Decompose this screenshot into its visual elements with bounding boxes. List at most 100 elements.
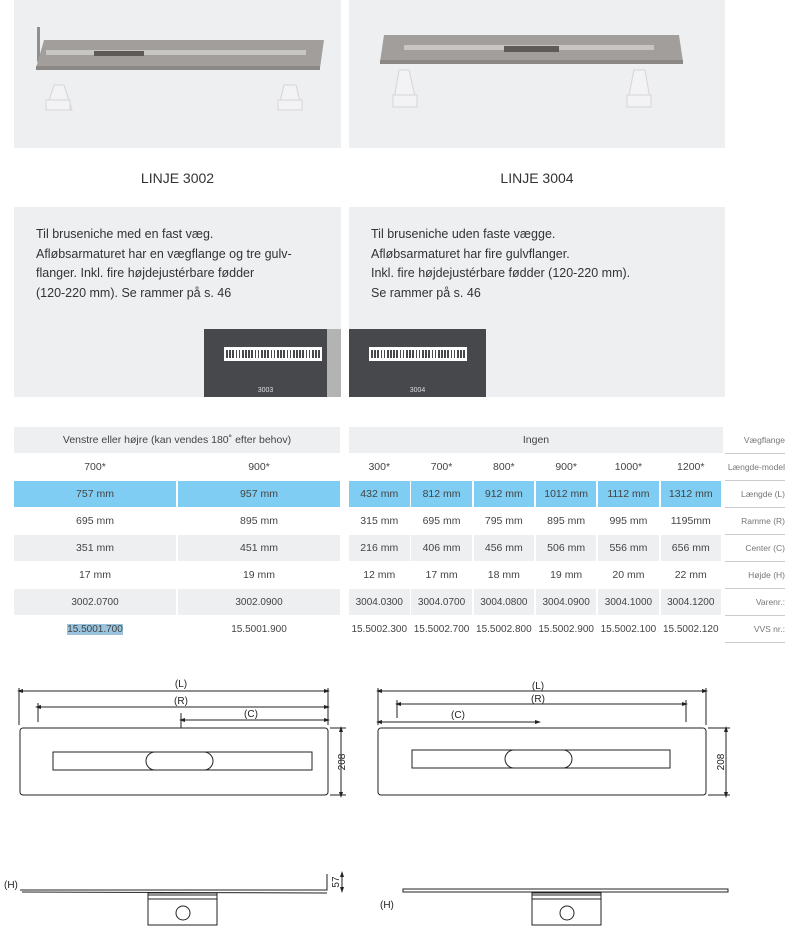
table-cell-L: 912 mm [473, 481, 535, 507]
table-cell-vvs: 15.5001.700 [14, 616, 176, 642]
table-cell-R: 795 mm [484, 515, 523, 527]
row-label: Vægflange [725, 427, 785, 454]
table-cell-varenr: 3004.0900 [535, 589, 597, 615]
drawing-3002-side: (H) 57 [4, 871, 344, 926]
table-cell-varenr: 3004.0800 [473, 589, 535, 615]
table-cell-C: 216 mm [349, 535, 410, 561]
row-label: Varenr.: [725, 589, 785, 616]
row-label: VVS nr.: [725, 616, 785, 643]
dim-label-L: (L) [175, 679, 187, 690]
table-cell-vvs: 15.5001.900 [231, 623, 287, 635]
table-cell-L: 812 mm [411, 481, 472, 507]
description-line: Inkl. fire højdejustérbare fødder (120-2… [371, 266, 631, 280]
table-cell-model: 1000* [614, 461, 643, 473]
table-cell-vvs: 15.5002.120 [662, 623, 719, 635]
drain-3002-illustration [36, 27, 324, 111]
table-cell-H: 12 mm [363, 569, 396, 581]
row-label: Ramme (R) [725, 508, 785, 535]
drawing-3004-side: (H) [380, 888, 729, 926]
row-label: Længde-model [725, 454, 785, 481]
flange-header: Venstre eller højre (kan vendes 180˚ eft… [14, 427, 340, 453]
table-cell-L: 1112 mm [598, 481, 659, 507]
table-cell-vvs: 15.5002.300 [351, 623, 408, 635]
table-cell-L: 1012 mm [535, 481, 597, 507]
dim-label-C: (C) [244, 709, 258, 720]
product-photo-3002 [14, 0, 341, 148]
table-cell-model: 700* [430, 461, 453, 473]
frame-code: 3003 [257, 387, 274, 394]
table-cell-C: 451 mm [178, 535, 340, 561]
table-cell-C: 506 mm [535, 535, 597, 561]
table-cell-H: 22 mm [674, 569, 707, 581]
table-cell-H: 17 mm [78, 569, 112, 581]
description-line: Til bruseniche uden faste vægge. [371, 227, 556, 241]
frame-code: 3004 [409, 387, 426, 394]
table-cell-vvs: 15.5002.100 [600, 623, 657, 635]
table-cell-model: 900* [555, 461, 577, 473]
technical-drawings: (L) (R) (C) 208 (H) 57 (L) (R) (C) 208 (H) [4, 679, 730, 926]
table-cell-R: 315 mm [360, 515, 399, 527]
flange-header: Ingen [349, 427, 723, 453]
table-cell-H: 20 mm [612, 569, 645, 581]
table-cell-C: 351 mm [14, 535, 176, 561]
product-title: LINJE 3002 [140, 170, 215, 186]
table-cell-model: 800* [493, 461, 515, 473]
drawing-3002-top: (L) (R) (C) 208 [17, 679, 348, 798]
row-label: Længde (L) [725, 481, 785, 508]
table-cell-H: 17 mm [425, 569, 458, 581]
row-label: Center (C) [725, 535, 785, 562]
table-cell-R: 895 mm [547, 515, 586, 527]
table-cell-C: 556 mm [598, 535, 659, 561]
dim-label-width: 208 [337, 753, 348, 770]
table-cell-model: 1200* [677, 461, 705, 473]
table-cell-model: 300* [368, 461, 391, 473]
table-cell-R: 995 mm [609, 515, 648, 527]
table-cell-vvs: 15.5002.900 [538, 623, 594, 635]
table-cell-R: 695 mm [76, 515, 114, 527]
table-cell-C: 406 mm [411, 535, 472, 561]
table-cell-L: 957 mm [178, 481, 340, 507]
table-cell-vvs: 15.5002.800 [476, 623, 532, 635]
description-line: Til bruseniche med en fast væg. [36, 227, 214, 241]
description-line: (120-220 mm). Se rammer på s. 46 [36, 285, 232, 300]
table-cell-varenr: 3004.1200 [660, 589, 721, 615]
table-cell-model: 900* [248, 461, 270, 473]
table-cell-L: 757 mm [14, 481, 176, 507]
table-cell-C: 456 mm [473, 535, 535, 561]
drawing-3004-top: (L) (R) (C) 208 [376, 681, 730, 798]
description-line: Afløbsarmaturet har fire gulvflanger. [371, 246, 570, 261]
dim-label-flange: 57 [331, 876, 342, 888]
table-cell-varenr: 3002.0900 [178, 589, 340, 615]
table-cell-varenr: 3004.0300 [349, 589, 410, 615]
product-title: LINJE 3004 [500, 170, 574, 186]
description-line: Se rammer på s. 46 [371, 285, 481, 300]
table-cell-R: 895 mm [240, 515, 278, 527]
dim-label-R: (R) [174, 696, 188, 707]
table-cell-varenr: 3004.0700 [411, 589, 472, 615]
table-cell-L: 1312 mm [660, 481, 721, 507]
table-cell-varenr: 3002.0700 [14, 589, 176, 615]
grille-icon [369, 347, 467, 361]
table-cell-H: 19 mm [242, 569, 276, 581]
table-cell-R: 1195mm [670, 515, 711, 527]
table-cell-model: 700* [84, 461, 106, 473]
frame-swatch-3004: 3004 [349, 329, 486, 397]
dim-label-C: (C) [451, 710, 465, 721]
table-cell-H: 19 mm [550, 569, 583, 581]
dim-label-width: 208 [716, 753, 727, 770]
dim-label-R: (R) [531, 694, 545, 705]
drain-3004-illustration [380, 35, 683, 108]
dim-label-L: (L) [532, 681, 544, 692]
description-line: Afløbsarmaturet har en vægflange og tre … [36, 246, 292, 261]
grille-icon [224, 347, 322, 361]
table-cell-C: 656 mm [660, 535, 721, 561]
frame-edge [327, 329, 341, 397]
highlighted-text: 15.5001.700 [67, 623, 123, 635]
dim-label-H: (H) [380, 900, 394, 911]
table-cell-varenr: 3004.1000 [598, 589, 659, 615]
description-line: flanger. Inkl. fire højdejustérbare fødd… [36, 266, 255, 280]
table-cell-vvs: 15.5002.700 [413, 623, 470, 635]
frame-swatch-3003: 3003 [204, 329, 327, 397]
table-cell-H: 18 mm [487, 569, 520, 581]
table-cell-R: 695 mm [422, 515, 461, 527]
